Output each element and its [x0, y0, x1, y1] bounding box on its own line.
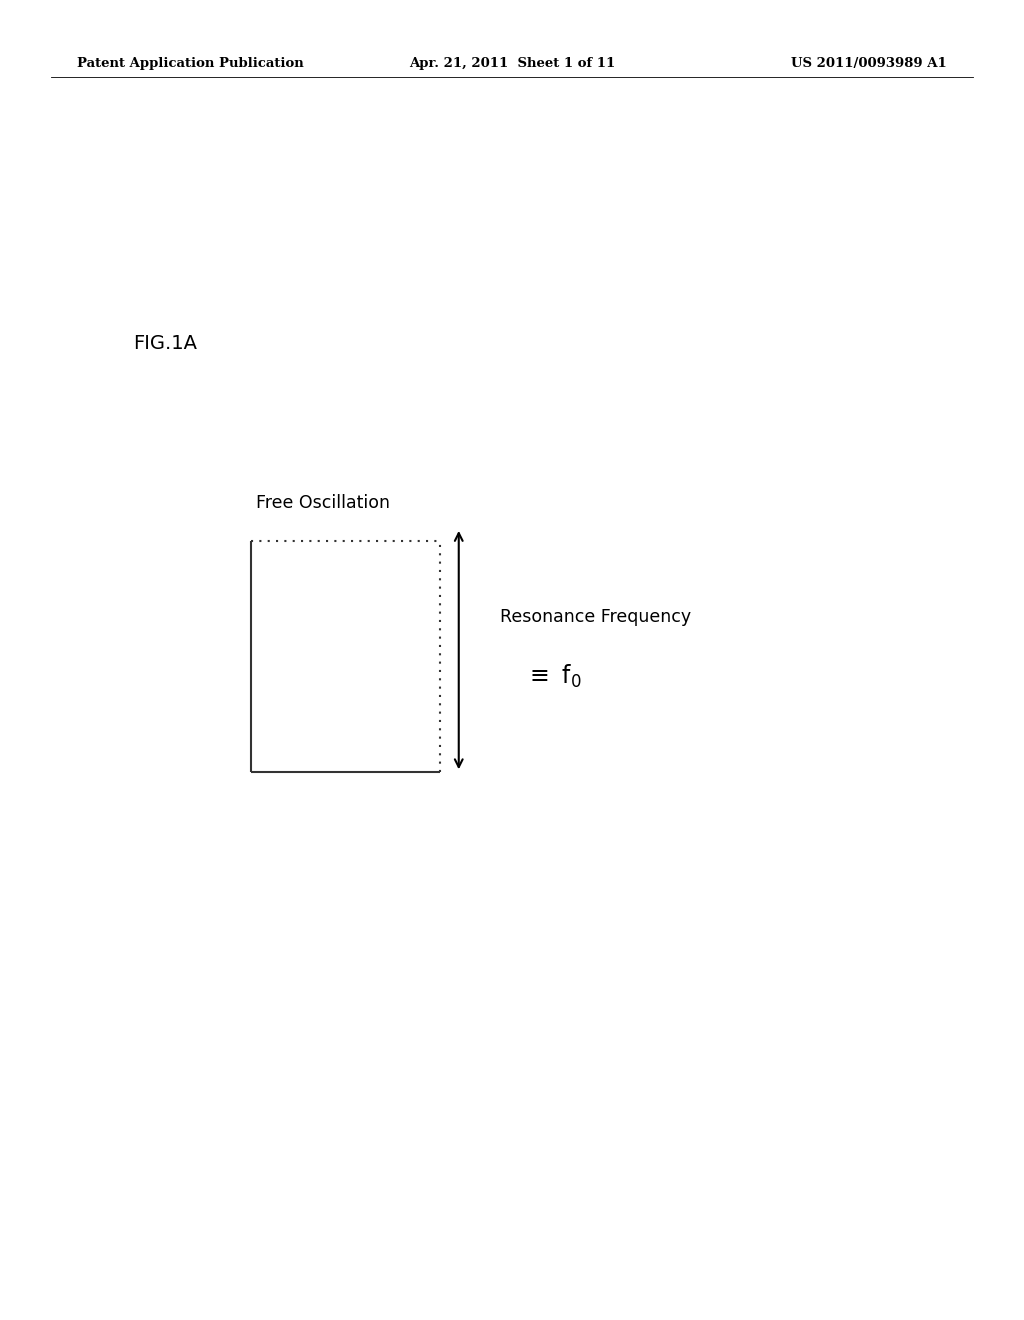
Text: $\mathdefault{\equiv}$ f$_\mathdefault{0}$: $\mathdefault{\equiv}$ f$_\mathdefault{0… [525, 663, 582, 690]
Text: Free Oscillation: Free Oscillation [256, 494, 390, 512]
Text: US 2011/0093989 A1: US 2011/0093989 A1 [792, 57, 947, 70]
Text: Apr. 21, 2011  Sheet 1 of 11: Apr. 21, 2011 Sheet 1 of 11 [409, 57, 615, 70]
Text: Patent Application Publication: Patent Application Publication [77, 57, 303, 70]
Text: Resonance Frequency: Resonance Frequency [500, 609, 691, 626]
Text: FIG.1A: FIG.1A [133, 334, 197, 352]
